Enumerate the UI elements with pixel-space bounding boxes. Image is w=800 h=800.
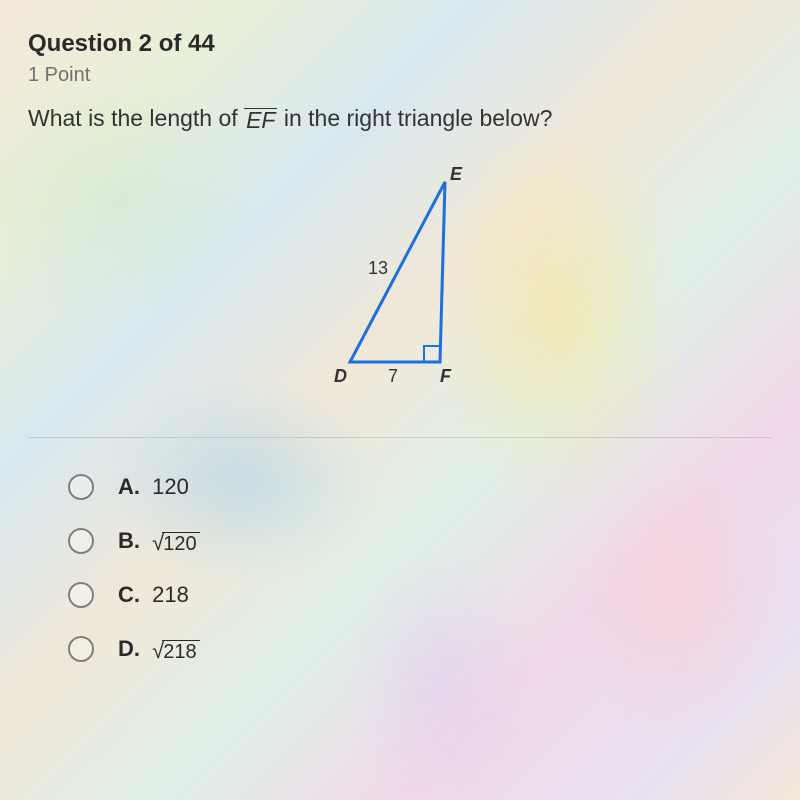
right-angle-marker xyxy=(424,346,440,362)
radio-icon[interactable] xyxy=(68,474,94,500)
sqrt-expr: √ 218 xyxy=(152,640,199,663)
option-c[interactable]: C. 218 xyxy=(68,582,772,608)
radio-icon[interactable] xyxy=(68,528,94,554)
option-letter: A. xyxy=(118,474,140,499)
base-label: 7 xyxy=(388,366,398,386)
option-a-label: A. 120 xyxy=(118,474,189,500)
radio-icon[interactable] xyxy=(68,636,94,662)
option-letter: C. xyxy=(118,582,140,607)
triangle-svg: E D F 13 7 xyxy=(290,152,510,402)
prompt-after: in the right triangle below? xyxy=(277,105,552,131)
triangle-shape xyxy=(350,182,445,362)
vertex-e-label: E xyxy=(450,164,463,184)
option-letter: D. xyxy=(118,636,140,661)
divider xyxy=(28,437,772,438)
option-d-label: D. √ 218 xyxy=(118,636,200,662)
radio-icon[interactable] xyxy=(68,582,94,608)
radicand: 218 xyxy=(162,640,199,663)
option-c-label: C. 218 xyxy=(118,582,189,608)
points-label: 1 Point xyxy=(28,64,772,87)
option-letter: B. xyxy=(118,528,140,553)
prompt-before: What is the length of xyxy=(28,105,244,131)
option-b[interactable]: B. √ 120 xyxy=(68,528,772,554)
option-d[interactable]: D. √ 218 xyxy=(68,636,772,662)
option-value: 218 xyxy=(152,582,189,607)
option-a[interactable]: A. 120 xyxy=(68,474,772,500)
segment-ef: EF xyxy=(244,108,277,132)
option-b-label: B. √ 120 xyxy=(118,528,200,554)
triangle-figure: E D F 13 7 xyxy=(28,152,772,407)
question-header: Question 2 of 44 xyxy=(28,30,772,58)
radicand: 120 xyxy=(162,532,199,555)
hypotenuse-label: 13 xyxy=(368,258,388,278)
question-prompt: What is the length of EF in the right tr… xyxy=(28,105,772,132)
sqrt-expr: √ 120 xyxy=(152,532,199,555)
options-list: A. 120 B. √ 120 C. 218 D. xyxy=(28,474,772,662)
vertex-f-label: F xyxy=(440,366,452,386)
vertex-d-label: D xyxy=(334,366,347,386)
option-value: 120 xyxy=(152,474,189,499)
